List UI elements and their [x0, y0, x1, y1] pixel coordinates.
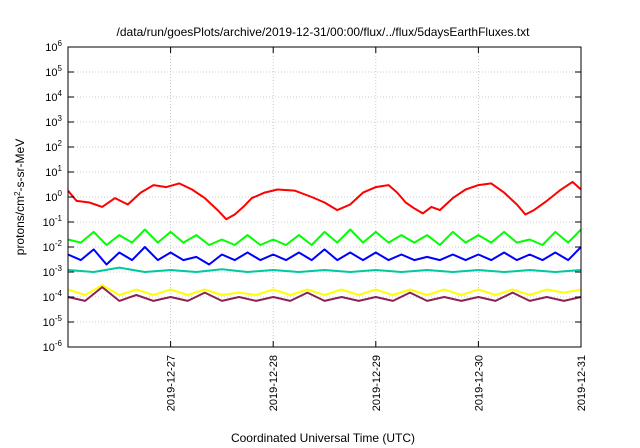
y-axis-label-superscript: 2	[13, 191, 22, 196]
series-line	[67, 266, 582, 273]
series-line	[67, 286, 582, 302]
y-tick-label: 104	[45, 89, 62, 104]
series-line	[67, 180, 582, 221]
x-tick-label: 2019-12-31	[576, 355, 588, 411]
y-tick-label: 10-6	[43, 339, 63, 354]
y-tick-label: 101	[45, 164, 62, 179]
x-tick-label: 2019-12-27	[166, 355, 178, 411]
series-line	[67, 284, 582, 296]
x-tick-label: 2019-12-28	[268, 355, 280, 411]
y-tick-label: 105	[45, 64, 62, 79]
y-tick-label: 100	[45, 189, 62, 204]
x-tick-label: 2019-12-30	[473, 355, 485, 411]
y-tick-label: 10-4	[43, 289, 63, 304]
y-tick-label: 10-2	[43, 239, 63, 254]
y-tick-label: 106	[45, 39, 62, 54]
grid-lines	[68, 47, 581, 347]
y-tick-label: 10-1	[43, 214, 63, 229]
series-line	[67, 246, 582, 266]
y-tick-label: 102	[45, 139, 62, 154]
series-line	[67, 228, 582, 246]
y-axis-label-base: protons/cm	[13, 196, 27, 255]
plot-frame	[67, 46, 582, 348]
y-axis-label: protons/cm2-s-sr-MeV	[13, 139, 27, 255]
y-axis-label-rest: -s-sr-MeV	[13, 139, 27, 192]
axis-ticks: 10-6 10-5 10-4 10-3 10-2 10-1 100 101 102 103 104 1…	[43, 39, 588, 411]
x-axis-label: Coordinated Universal Time (UTC)	[231, 431, 415, 445]
y-tick-label: 103	[45, 114, 62, 129]
chart-title: /data/run/goesPlots/archive/2019-12-31/0…	[117, 25, 531, 39]
y-tick-label: 10-5	[43, 314, 63, 329]
y-tick-label: 10-3	[43, 264, 63, 279]
series-layer	[67, 180, 582, 302]
x-tick-label: 2019-12-29	[371, 355, 383, 411]
